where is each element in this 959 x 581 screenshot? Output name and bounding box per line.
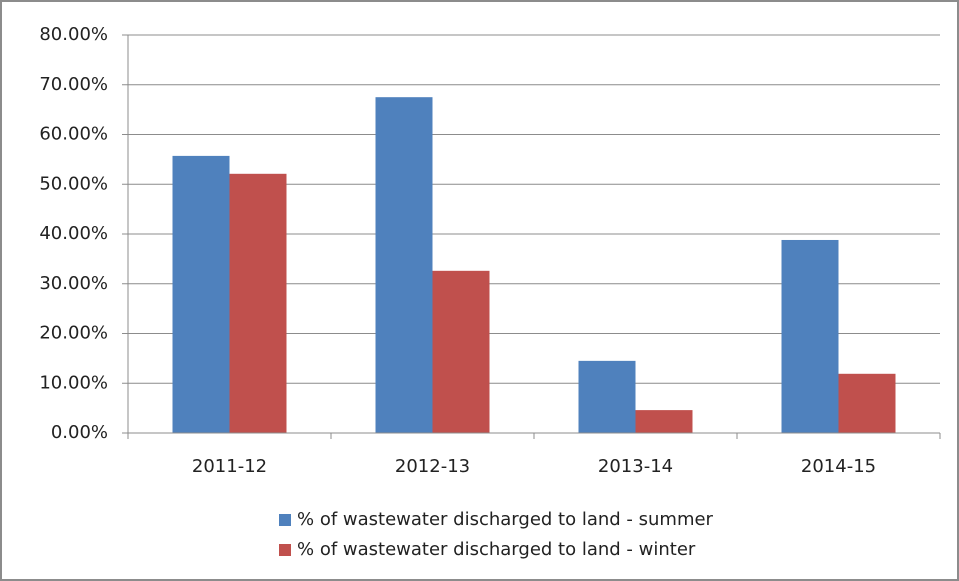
bar [375, 97, 433, 433]
bar [229, 173, 287, 434]
legend-swatch [279, 514, 291, 526]
x-tick-label: 2011-12 [192, 456, 267, 477]
x-tick-label: 2014-15 [801, 456, 876, 477]
y-tick-label: 0.00% [51, 422, 108, 443]
y-tick-label: 80.00% [39, 24, 108, 45]
y-tick-label: 30.00% [39, 273, 108, 294]
x-tick-label: 2012-13 [395, 456, 470, 477]
legend-swatch [279, 544, 291, 556]
bar [578, 360, 636, 433]
y-tick-label: 60.00% [39, 124, 108, 145]
bar [172, 155, 230, 433]
bar [432, 270, 490, 433]
y-tick-label: 50.00% [39, 173, 108, 194]
legend-label: % of wastewater discharged to land - win… [297, 539, 696, 560]
bar [635, 410, 693, 433]
bar [781, 239, 839, 433]
bar [838, 373, 896, 433]
y-tick-label: 70.00% [39, 74, 108, 95]
x-tick-label: 2013-14 [598, 456, 673, 477]
legend-label: % of wastewater discharged to land - sum… [297, 509, 714, 530]
y-tick-label: 40.00% [39, 223, 108, 244]
y-tick-label: 20.00% [39, 323, 108, 344]
y-tick-label: 10.00% [39, 372, 108, 393]
